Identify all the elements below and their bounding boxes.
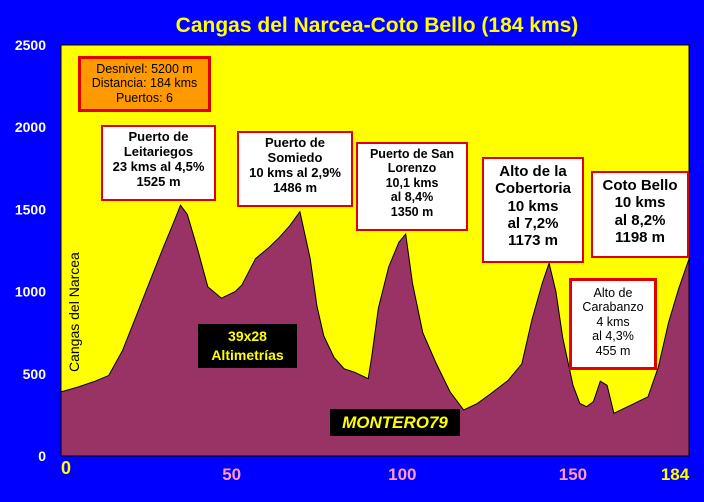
climb-label-carabanzo: Alto de Carabanzo 4 kms al 4,3% 455 m <box>569 278 657 370</box>
climb-line: 1173 m <box>507 232 559 249</box>
climb-line: Puerto de <box>265 135 325 150</box>
y-tick-label: 2000 <box>15 119 46 135</box>
climb-line: 23 kms al 4,5% <box>112 158 205 174</box>
climb-line: Coto Bello <box>602 177 678 194</box>
climb-line: 10 kms al 2,9% <box>249 164 341 180</box>
x-tick-label: 0 <box>61 458 71 478</box>
y-tick-label: 0 <box>38 448 46 464</box>
climb-label-coto-bello: Coto Bello 10 kms al 8,2% 1198 m <box>591 171 689 258</box>
summary-desnivel: Desnivel: 5200 m <box>96 62 193 76</box>
climb-line: 4 kms <box>596 314 630 329</box>
chart-title: Cangas del Narcea-Coto Bello (184 kms) <box>176 14 579 37</box>
elevation-profile-area <box>60 204 690 457</box>
route-summary-box: Desnivel: 5200 m Distancia: 184 kms Puer… <box>78 56 211 112</box>
climb-label-somiedo: Puerto de Somiedo 10 kms al 2,9% 1486 m <box>237 131 353 207</box>
climb-line: 1350 m <box>390 204 434 219</box>
summary-puertos: Puertos: 6 <box>116 90 173 105</box>
climb-label-cobertoria: Alto de la Cobertoria 10 kms al 7,2% 117… <box>482 157 584 263</box>
y-axis-ticks: 0 500 1000 1500 2000 2500 <box>15 37 46 464</box>
climb-line: Puerto de San <box>369 147 455 161</box>
climb-line: 455 m <box>595 343 631 358</box>
climb-line: Carabanzo <box>582 300 644 315</box>
climb-line: Leitariegos <box>123 143 194 159</box>
climb-line: Cobertoria <box>495 180 571 198</box>
x-tick-label: 100 <box>388 465 416 484</box>
climb-line: 10 kms <box>614 194 666 212</box>
stamp-line: Altimetrías <box>211 347 284 363</box>
climb-line: 10 kms <box>507 197 559 215</box>
stamp-line: 39x28 <box>228 328 267 344</box>
y-tick-label: 2500 <box>15 37 46 53</box>
climb-line: Alto de <box>593 286 633 300</box>
y-tick-label: 1500 <box>15 201 46 217</box>
x-tick-label: 184 <box>661 465 690 484</box>
climb-line: Somiedo <box>267 149 323 165</box>
climb-line: 1525 m <box>136 173 181 189</box>
altimetrias-stamp: 39x28 Altimetrías <box>198 324 297 368</box>
climb-line: Puerto de <box>128 129 189 144</box>
x-tick-label: 150 <box>559 465 587 484</box>
climb-line: Alto de la <box>499 163 567 180</box>
start-town-label: Cangas del Narcea <box>66 252 82 372</box>
climb-line: 1198 m <box>614 228 666 246</box>
climb-line: 10,1 kms <box>385 175 439 190</box>
climb-label-leitariegos: Puerto de Leitariegos 23 kms al 4,5% 152… <box>101 125 216 201</box>
climb-line: al 7,2% <box>507 214 559 232</box>
climb-line: al 8,4% <box>390 190 434 205</box>
climb-line: al 8,2% <box>614 211 666 229</box>
x-tick-label: 50 <box>222 465 241 484</box>
climb-label-san-lorenzo: Puerto de San Lorenzo 10,1 kms al 8,4% 1… <box>356 142 468 231</box>
summary-distancia: Distancia: 184 kms <box>91 76 198 91</box>
x-axis-ticks: 0 50 100 150 184 <box>61 458 690 484</box>
author-watermark: MONTERO79 <box>330 409 460 436</box>
climb-line: Lorenzo <box>387 161 437 176</box>
y-tick-label: 500 <box>23 366 47 382</box>
climb-line: 1486 m <box>272 179 318 195</box>
y-tick-label: 1000 <box>15 284 46 300</box>
climb-line: al 4,3% <box>592 329 634 344</box>
